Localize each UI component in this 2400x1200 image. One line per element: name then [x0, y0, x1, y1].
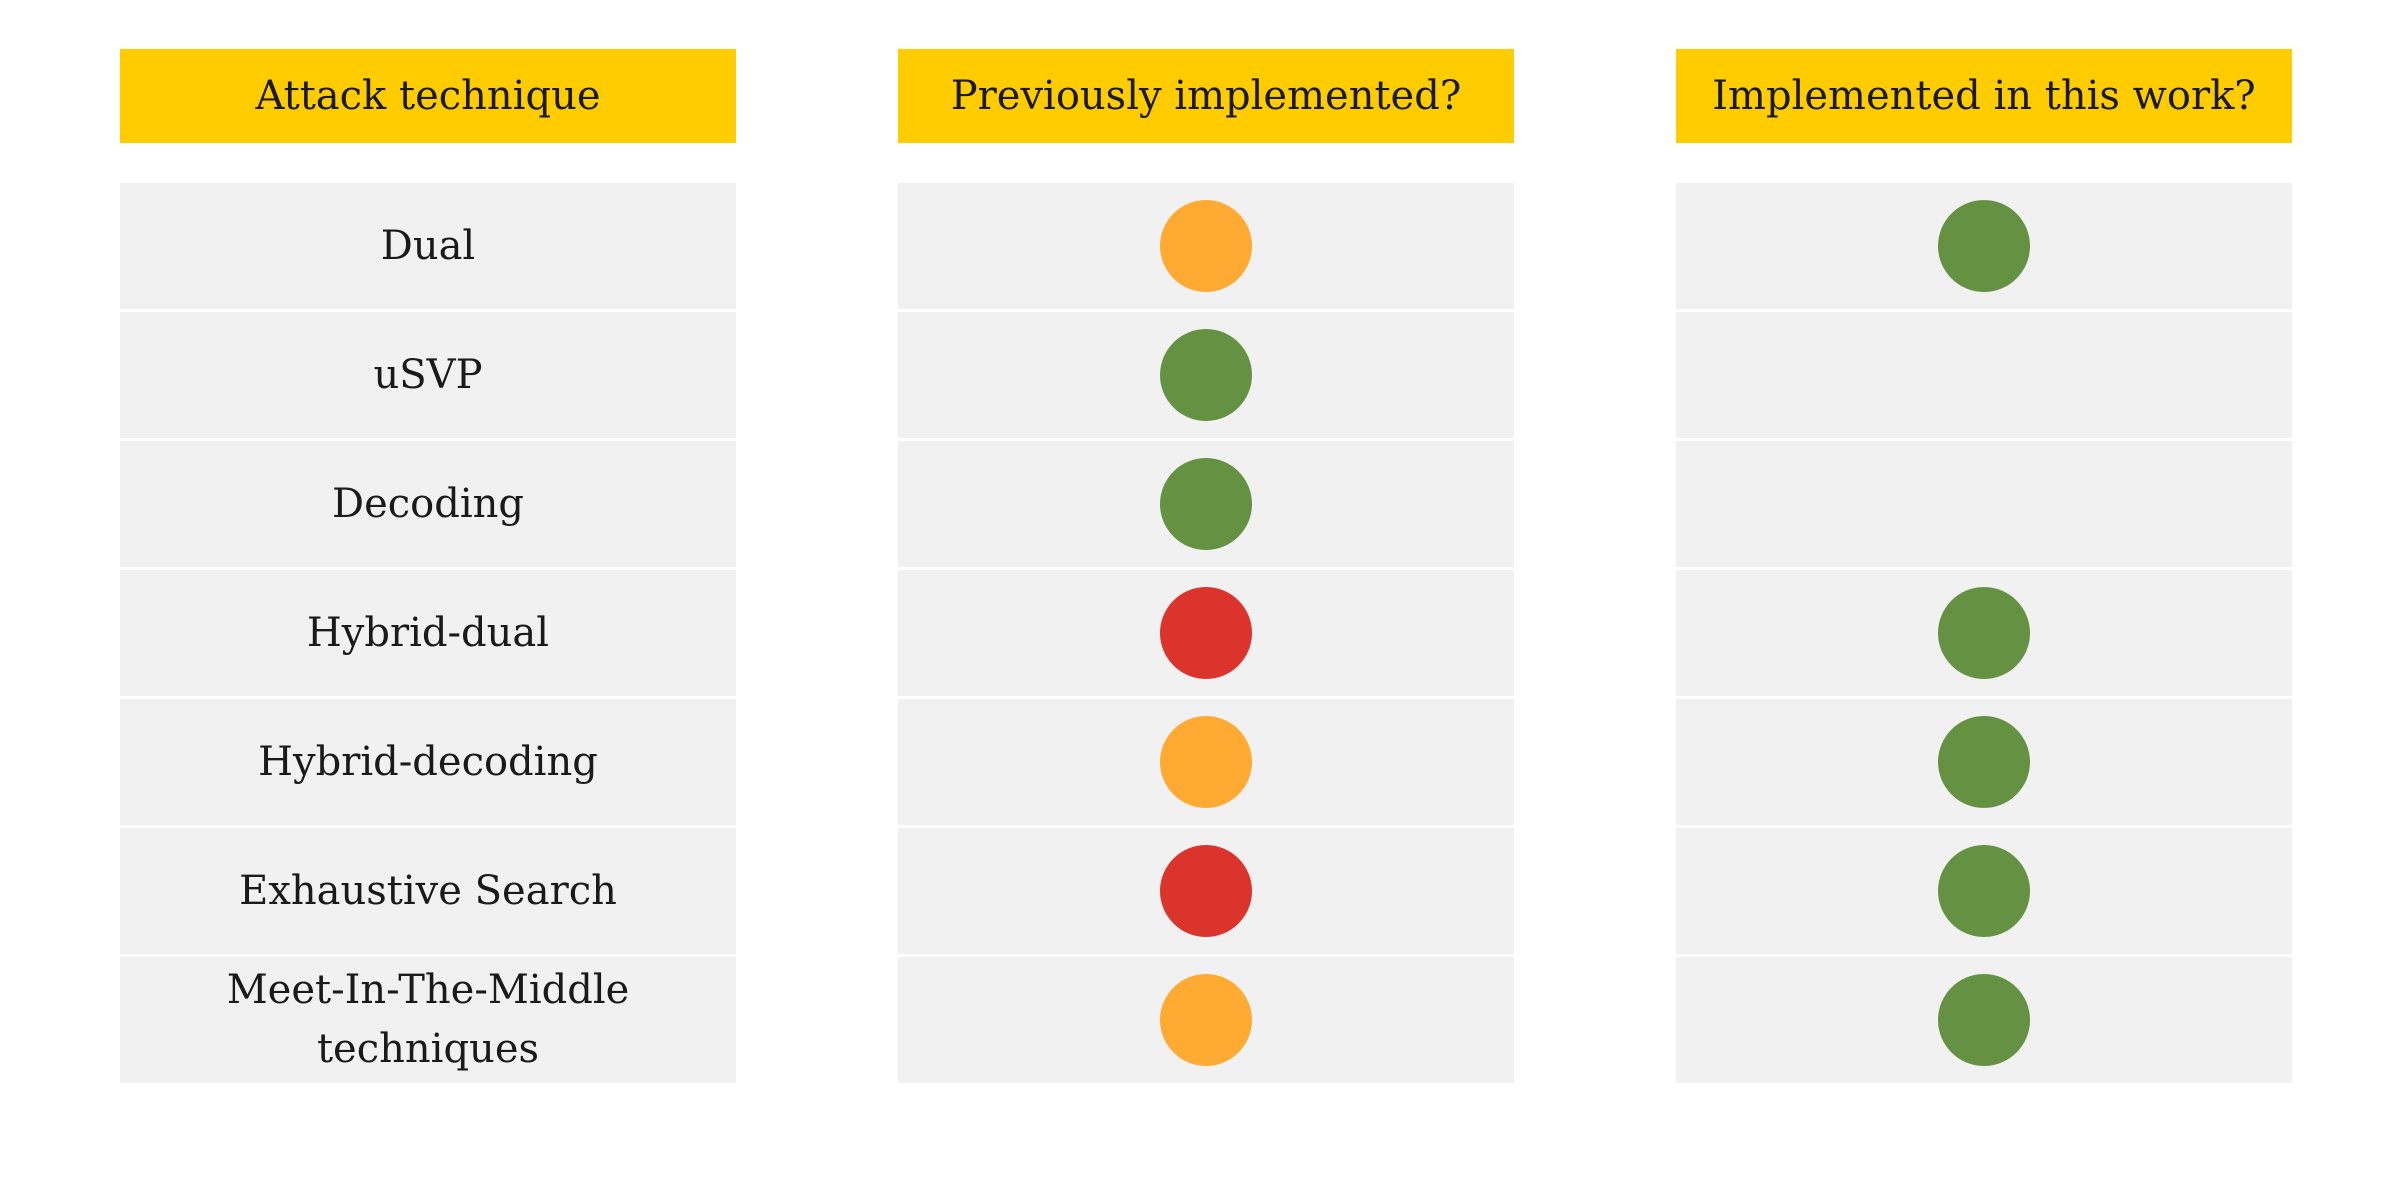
- status-dot: [1938, 845, 2030, 937]
- this-work-cell: [1676, 312, 2292, 438]
- previous-cell: [898, 699, 1514, 825]
- status-dot: [1160, 845, 1252, 937]
- previous-cell: [898, 828, 1514, 954]
- technique-label: Decoding: [332, 480, 524, 527]
- previous-cell: [898, 441, 1514, 567]
- technique-label: Dual: [380, 222, 476, 269]
- status-dot: [1160, 974, 1252, 1066]
- this-work-cell: [1676, 699, 2292, 825]
- this-work-cell: [1676, 570, 2292, 696]
- this-work-cell: [1676, 828, 2292, 954]
- technique-label: uSVP: [373, 351, 483, 398]
- status-dot: [1938, 329, 2030, 421]
- status-dot: [1938, 200, 2030, 292]
- technique-cell: Meet-In-The-Middle techniques: [120, 957, 736, 1083]
- status-dot: [1160, 716, 1252, 808]
- technique-label: Exhaustive Search: [239, 867, 617, 914]
- technique-cell: Exhaustive Search: [120, 828, 736, 954]
- status-dot: [1938, 587, 2030, 679]
- previous-cell: [898, 957, 1514, 1083]
- status-dot: [1938, 974, 2030, 1066]
- technique-label: Hybrid-decoding: [258, 738, 598, 785]
- technique-cell: Hybrid-dual: [120, 570, 736, 696]
- this-work-cell: [1676, 957, 2292, 1083]
- status-dot: [1160, 329, 1252, 421]
- technique-header: Attack technique: [120, 49, 736, 143]
- this-work-cell: [1676, 183, 2292, 309]
- technique-cell: Dual: [120, 183, 736, 309]
- technique-cell: Hybrid-decoding: [120, 699, 736, 825]
- previous-rows: [898, 183, 1514, 1083]
- this-work-column: Implemented in this work?: [1676, 49, 2292, 1083]
- previous-header: Previously implemented?: [898, 49, 1514, 143]
- this-work-cell: [1676, 441, 2292, 567]
- status-dot: [1160, 587, 1252, 679]
- status-dot: [1160, 458, 1252, 550]
- this-work-rows: [1676, 183, 2292, 1083]
- previous-cell: [898, 570, 1514, 696]
- status-dot: [1938, 716, 2030, 808]
- technique-rows: Dual uSVP Decoding Hybrid-dual Hybrid-de…: [120, 183, 736, 1083]
- this-work-header: Implemented in this work?: [1676, 49, 2292, 143]
- technique-label: Hybrid-dual: [306, 609, 550, 656]
- status-dot: [1160, 200, 1252, 292]
- technique-label: Meet-In-The-Middle techniques: [226, 967, 630, 1072]
- previous-cell: [898, 312, 1514, 438]
- status-dot: [1938, 458, 2030, 550]
- technique-cell: Decoding: [120, 441, 736, 567]
- previous-cell: [898, 183, 1514, 309]
- previous-column: Previously implemented?: [898, 49, 1514, 1083]
- technique-column: Attack technique Dual uSVP Decoding Hybr…: [120, 49, 736, 1083]
- technique-cell: uSVP: [120, 312, 736, 438]
